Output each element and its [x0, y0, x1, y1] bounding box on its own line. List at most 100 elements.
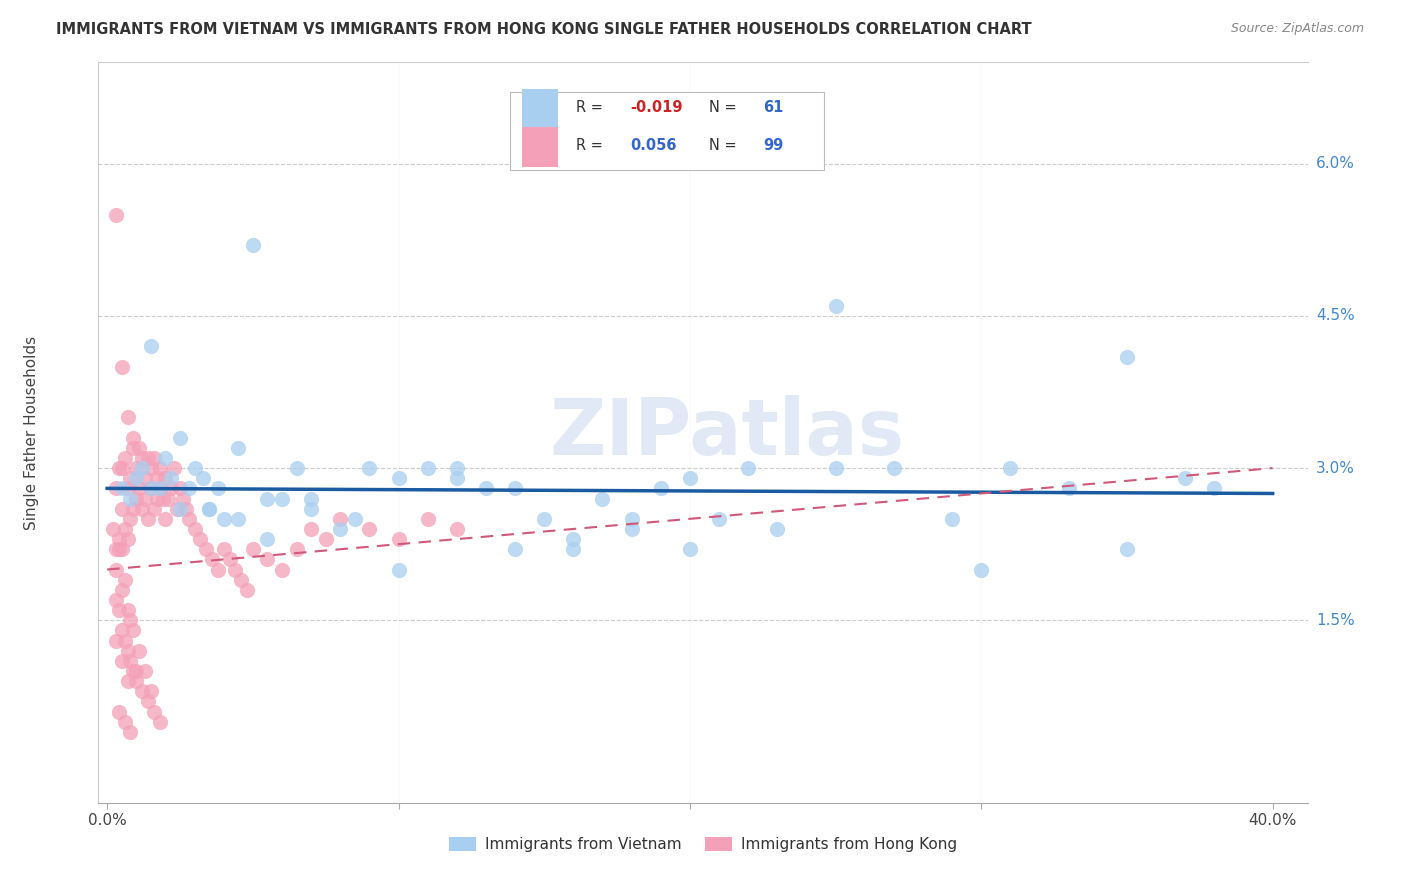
Point: [120, 491, 142, 506]
Point: [104, 482, 127, 496]
Point: [256, 491, 278, 506]
Point: [139, 482, 162, 496]
Point: [650, 482, 672, 496]
Point: [766, 522, 789, 536]
Point: [190, 532, 212, 546]
Point: [111, 654, 134, 668]
Point: [149, 461, 172, 475]
Point: [315, 532, 337, 546]
Point: [117, 674, 139, 689]
Text: Single Father Households: Single Father Households: [24, 335, 39, 530]
Point: [149, 482, 172, 496]
Point: [120, 512, 142, 526]
Point: [104, 208, 127, 222]
Point: [136, 512, 159, 526]
Point: [142, 450, 165, 465]
Point: [108, 461, 131, 475]
Text: Source: ZipAtlas.com: Source: ZipAtlas.com: [1230, 22, 1364, 36]
Point: [139, 684, 162, 698]
Point: [359, 461, 381, 475]
Point: [242, 238, 264, 252]
Point: [207, 562, 229, 576]
Point: [160, 482, 183, 496]
Text: 61: 61: [763, 101, 783, 115]
Point: [108, 542, 131, 557]
Point: [131, 684, 153, 698]
Point: [114, 633, 136, 648]
Point: [157, 491, 180, 506]
Point: [359, 522, 381, 536]
Point: [104, 593, 127, 607]
Point: [195, 542, 218, 557]
Point: [122, 624, 145, 638]
Legend: Immigrants from Vietnam, Immigrants from Hong Kong: Immigrants from Vietnam, Immigrants from…: [443, 830, 963, 858]
Point: [256, 552, 278, 566]
Point: [169, 501, 191, 516]
Point: [125, 491, 148, 506]
Point: [177, 512, 200, 526]
Point: [620, 522, 643, 536]
Point: [824, 461, 846, 475]
Point: [1116, 350, 1139, 364]
Point: [120, 724, 142, 739]
Point: [122, 664, 145, 678]
Text: R =: R =: [576, 137, 607, 153]
Point: [562, 542, 585, 557]
Point: [503, 542, 526, 557]
Point: [446, 471, 468, 485]
Point: [329, 522, 352, 536]
Text: 4.5%: 4.5%: [1316, 309, 1354, 324]
Point: [533, 512, 555, 526]
Point: [111, 624, 134, 638]
Point: [114, 573, 136, 587]
Point: [114, 450, 136, 465]
Text: IMMIGRANTS FROM VIETNAM VS IMMIGRANTS FROM HONG KONG SINGLE FATHER HOUSEHOLDS CO: IMMIGRANTS FROM VIETNAM VS IMMIGRANTS FR…: [56, 22, 1032, 37]
FancyBboxPatch shape: [522, 89, 558, 130]
Point: [198, 501, 221, 516]
Point: [207, 482, 229, 496]
Point: [271, 491, 294, 506]
Point: [416, 461, 439, 475]
Point: [139, 339, 162, 353]
Point: [125, 471, 148, 485]
Point: [108, 603, 131, 617]
Point: [142, 705, 165, 719]
Point: [117, 482, 139, 496]
Point: [299, 522, 322, 536]
Point: [226, 512, 249, 526]
Point: [193, 471, 215, 485]
Point: [970, 562, 993, 576]
Point: [111, 482, 134, 496]
Point: [592, 491, 614, 506]
Point: [183, 522, 205, 536]
Text: N =: N =: [709, 137, 741, 153]
Point: [134, 491, 156, 506]
Point: [142, 501, 165, 516]
FancyBboxPatch shape: [509, 92, 824, 169]
Point: [145, 471, 167, 485]
Point: [125, 664, 148, 678]
Point: [104, 633, 127, 648]
Point: [446, 461, 468, 475]
Point: [155, 512, 177, 526]
Text: 3.0%: 3.0%: [1316, 460, 1355, 475]
Point: [139, 482, 162, 496]
Point: [117, 603, 139, 617]
Point: [120, 471, 142, 485]
Point: [122, 431, 145, 445]
Point: [172, 491, 194, 506]
Point: [117, 410, 139, 425]
Text: 6.0%: 6.0%: [1316, 156, 1355, 171]
Point: [198, 501, 221, 516]
Point: [166, 501, 188, 516]
Point: [104, 542, 127, 557]
Point: [329, 512, 352, 526]
Point: [128, 482, 150, 496]
Point: [707, 512, 730, 526]
Point: [104, 562, 127, 576]
Point: [125, 674, 148, 689]
Point: [679, 542, 702, 557]
Point: [128, 441, 150, 455]
Point: [177, 482, 200, 496]
Text: ZIPatlas: ZIPatlas: [550, 394, 904, 471]
